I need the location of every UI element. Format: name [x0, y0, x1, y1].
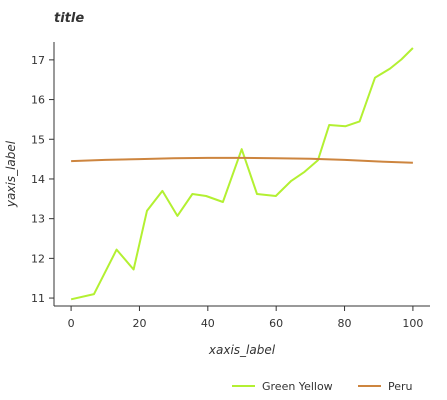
legend-label-green-yellow: Green Yellow: [262, 380, 333, 393]
series-layer: [70, 47, 414, 301]
y-tick-label: 11: [31, 292, 45, 305]
y-tick-label: 13: [31, 213, 45, 226]
y-tick-label: 12: [31, 252, 45, 265]
y-tick-label: 15: [31, 133, 45, 146]
x-tick-label: 80: [338, 317, 352, 330]
legend: Green Yellow Peru: [232, 380, 413, 393]
x-axis-title: xaxis_label: [208, 343, 276, 357]
x-tick-label: 40: [201, 317, 215, 330]
y-axis-title: yaxis_label: [4, 140, 18, 208]
series-line-green-yellow: [70, 47, 414, 301]
legend-label-peru: Peru: [388, 380, 413, 393]
y-tick-label: 14: [31, 173, 45, 186]
x-tick-label: 60: [269, 317, 283, 330]
x-ticks: 0 20 40 60 80 100: [68, 306, 423, 330]
y-ticks: 11 12 13 14 15 16 17: [31, 54, 54, 305]
axes: 11 12 13 14 15 16 17 0 20 40 60 80 100: [31, 42, 430, 330]
x-tick-label: 20: [132, 317, 146, 330]
x-tick-label: 0: [68, 317, 75, 330]
chart-title: title: [54, 11, 84, 26]
y-tick-label: 17: [31, 54, 45, 67]
series-line-peru: [71, 156, 413, 164]
x-tick-label: 100: [402, 317, 423, 330]
y-tick-label: 16: [31, 94, 45, 107]
